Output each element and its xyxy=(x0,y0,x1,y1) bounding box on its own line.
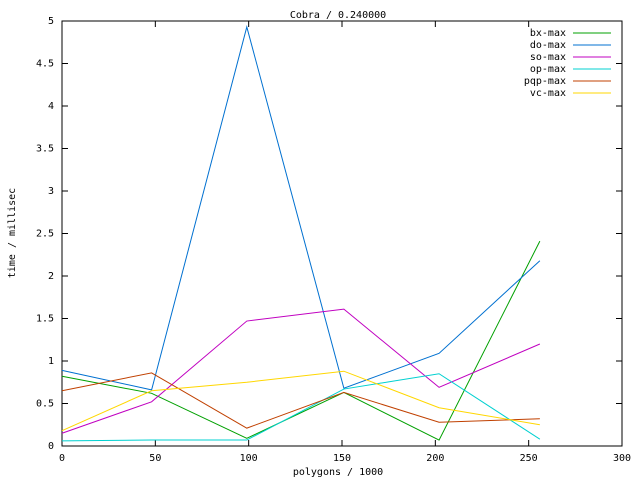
x-axis-label: polygons / 1000 xyxy=(293,467,383,478)
y-tick-label: 4.5 xyxy=(36,59,54,70)
x-tick-label: 300 xyxy=(613,453,631,464)
x-tick-label: 100 xyxy=(240,453,258,464)
legend-label: bx-max xyxy=(530,28,566,39)
y-tick-label: 2 xyxy=(48,271,54,282)
y-axis-label: time / millisec xyxy=(7,188,18,278)
legend-label: vc-max xyxy=(530,88,566,99)
x-tick-label: 150 xyxy=(333,453,351,464)
y-tick-label: 1.5 xyxy=(36,314,54,325)
series-line xyxy=(61,370,540,432)
series-line xyxy=(61,372,540,429)
series-line xyxy=(61,25,541,391)
x-tick-label: 50 xyxy=(149,453,161,464)
y-tick-label: 1 xyxy=(48,356,54,367)
y-tick-label: 5 xyxy=(48,16,54,27)
y-tick-label: 2.5 xyxy=(36,229,54,240)
legend-label: so-max xyxy=(530,52,566,63)
x-tick-label: 250 xyxy=(520,453,538,464)
y-tick-label: 0.5 xyxy=(36,399,54,410)
legend-label: do-max xyxy=(530,40,566,51)
y-tick-label: 3.5 xyxy=(36,144,54,155)
y-tick-label: 3 xyxy=(48,186,54,197)
x-tick-label: 200 xyxy=(426,453,444,464)
y-tick-label: 4 xyxy=(48,101,54,112)
legend-label: op-max xyxy=(530,64,566,75)
chart-title: Cobra / 0.240000 xyxy=(290,10,386,21)
series-line xyxy=(61,373,541,442)
x-tick-label: 0 xyxy=(59,453,65,464)
series-line xyxy=(61,240,541,441)
legend-label: pqp-max xyxy=(524,76,566,87)
y-tick-label: 0 xyxy=(48,441,54,452)
series-line xyxy=(61,308,541,434)
